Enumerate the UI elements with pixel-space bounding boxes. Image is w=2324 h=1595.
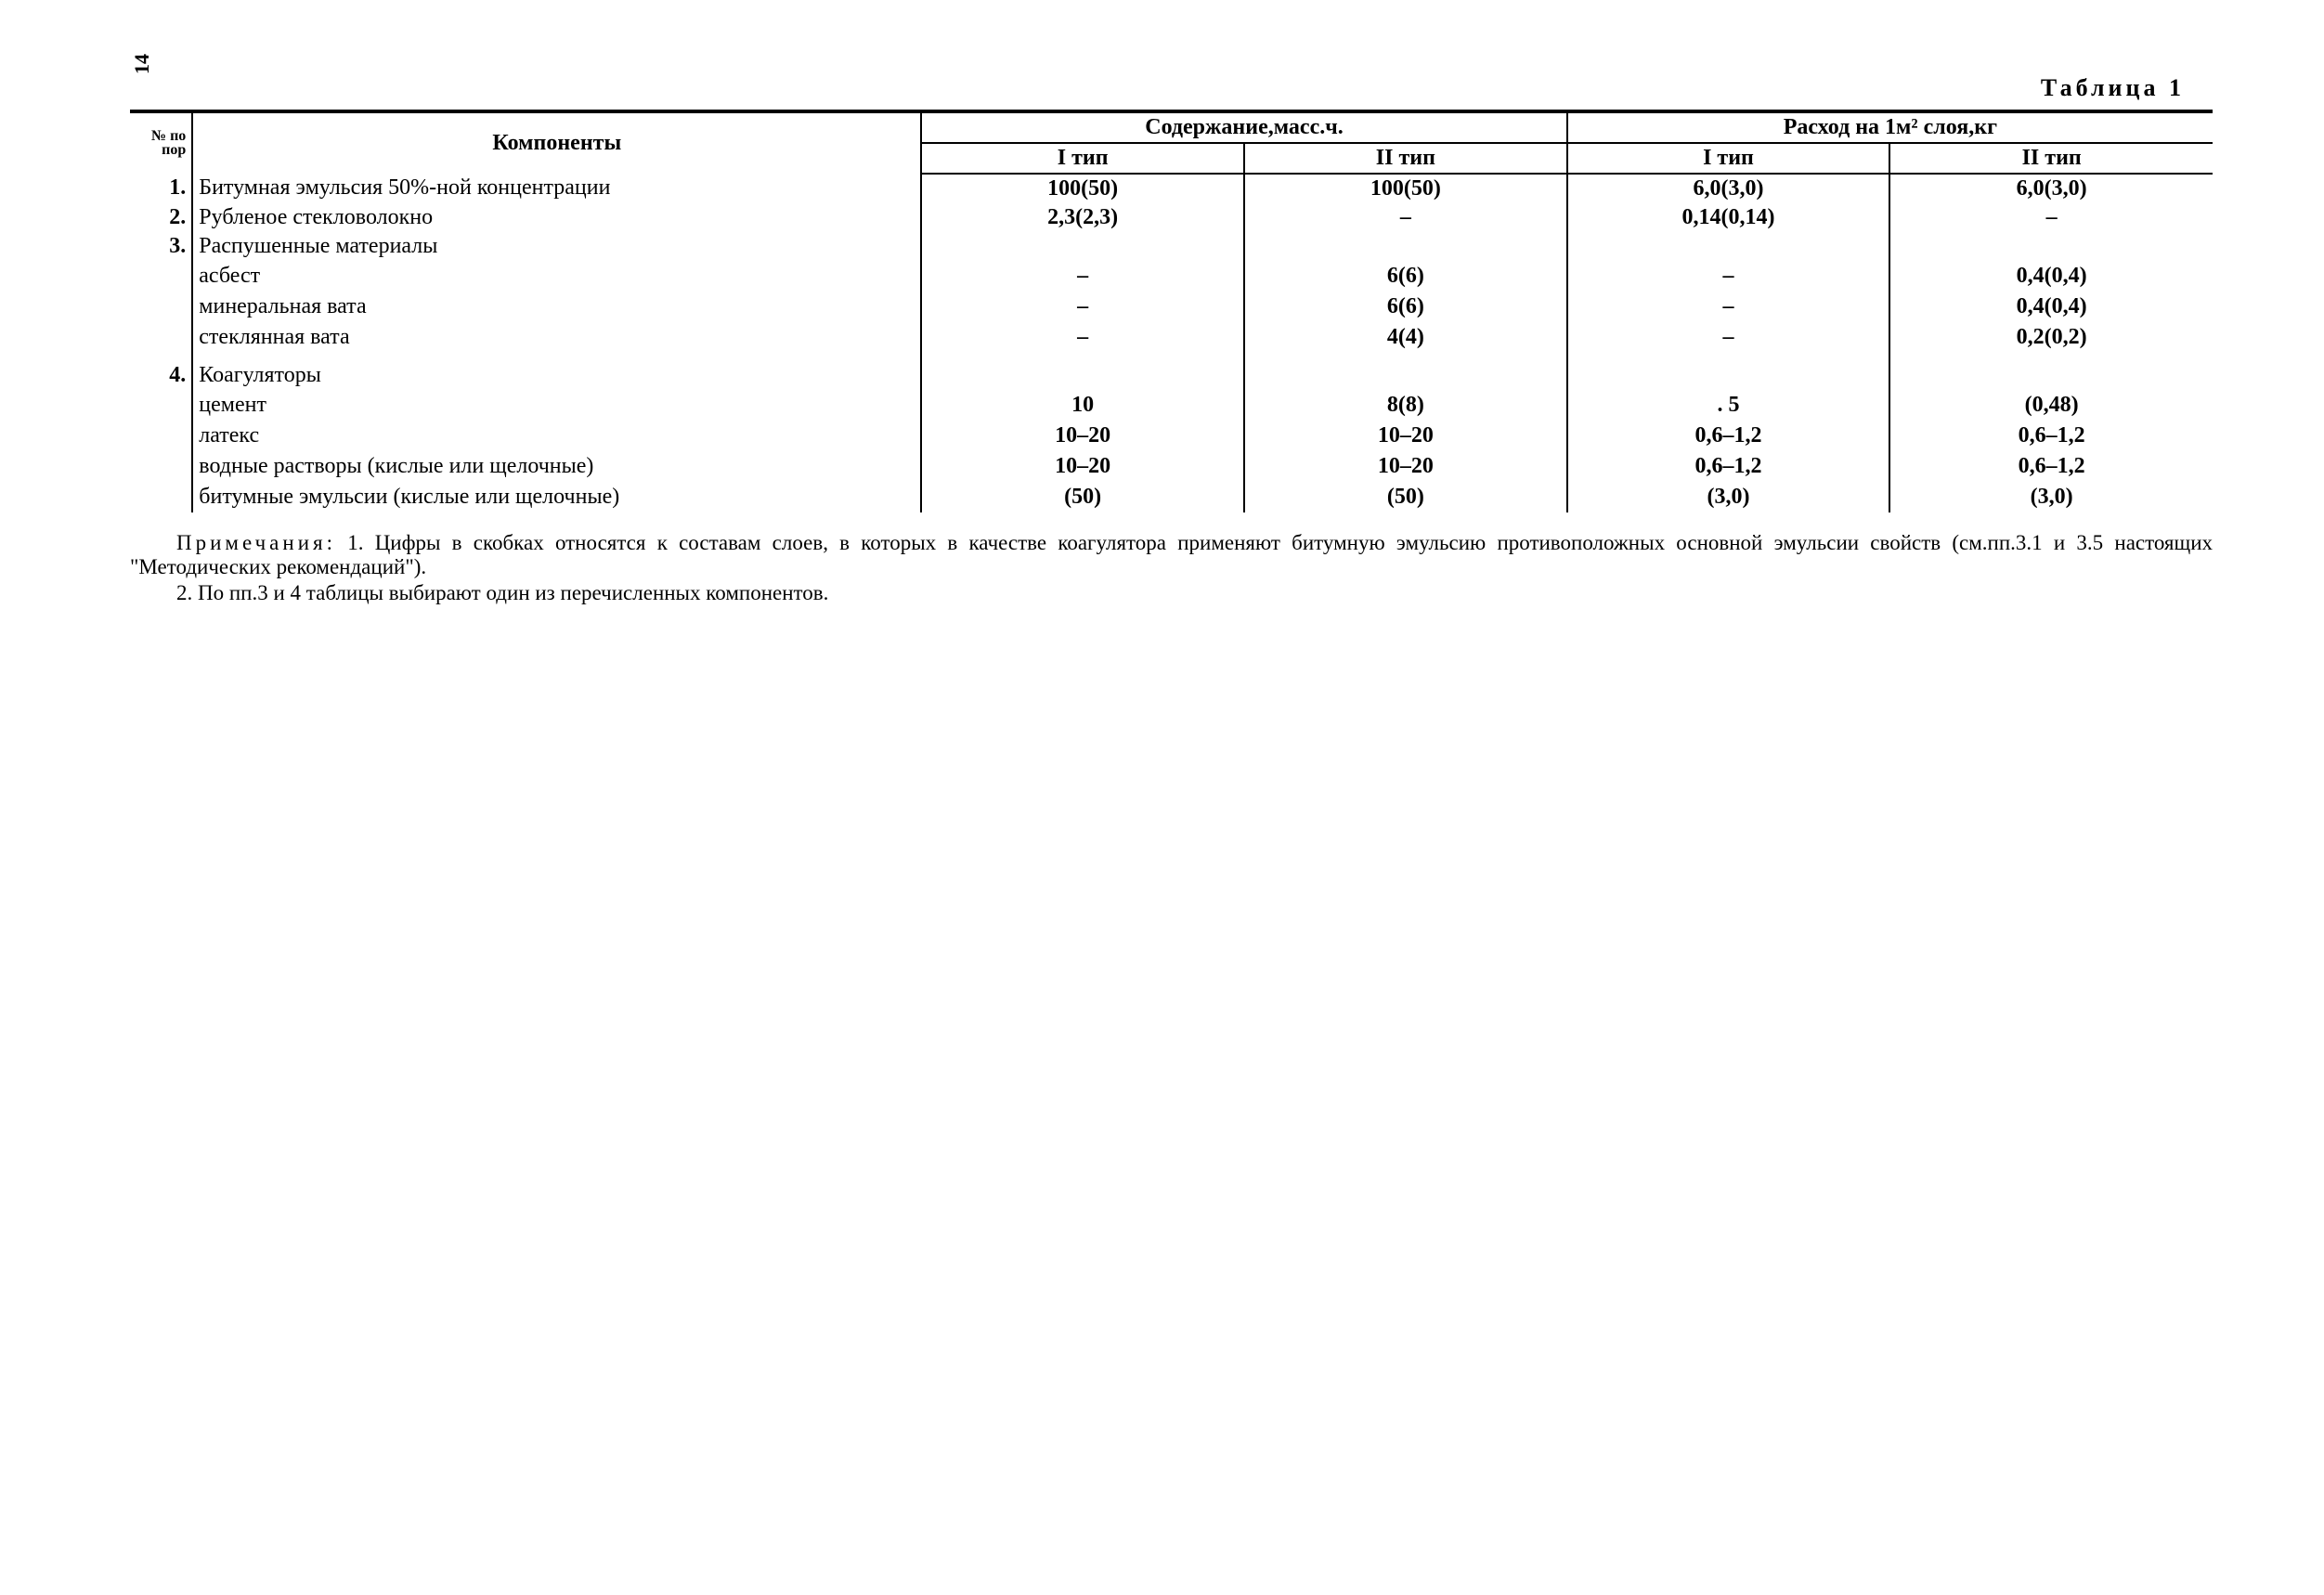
table-row: минеральная вата – 6(6) – 0,4(0,4): [130, 292, 2213, 322]
cell: 4(4): [1244, 322, 1567, 353]
cell: . 5: [1567, 390, 1890, 421]
row-num: 3.: [130, 232, 192, 261]
table-row: латекс 10–20 10–20 0,6–1,2 0,6–1,2: [130, 421, 2213, 451]
cell: 10: [921, 390, 1244, 421]
cell: 6(6): [1244, 292, 1567, 322]
cell: –: [921, 292, 1244, 322]
notes-block: Примечания: 1. Цифры в скобках относятся…: [130, 531, 2213, 606]
cell: 10–20: [1244, 421, 1567, 451]
cell: –: [921, 322, 1244, 353]
table-row: стеклянная вата – 4(4) – 0,2(0,2): [130, 322, 2213, 353]
cell: 0,14(0,14): [1567, 203, 1890, 232]
cell: 6(6): [1244, 261, 1567, 292]
cell: –: [1567, 292, 1890, 322]
cell: 10–20: [1244, 451, 1567, 482]
row-num: 1.: [130, 174, 192, 203]
cell: –: [1567, 261, 1890, 292]
col-content-group: Содержание,масс.ч.: [921, 111, 1566, 143]
col-cons-t2: II тип: [1889, 143, 2213, 174]
component-label: асбест: [192, 261, 921, 292]
cell: (3,0): [1567, 482, 1890, 512]
col-num: № по пор: [130, 111, 192, 174]
table-row: 2. Рубленое стекловолокно 2,3(2,3) – 0,1…: [130, 203, 2213, 232]
row-num: 2.: [130, 203, 192, 232]
component-label: водные растворы (кислые или щелочные): [192, 451, 921, 482]
table-row: 1. Битумная эмульсия 50%-ной концентраци…: [130, 174, 2213, 203]
cell: 10–20: [921, 421, 1244, 451]
col-content-t2: II тип: [1244, 143, 1567, 174]
cell: 100(50): [921, 174, 1244, 203]
table-row: битумные эмульсии (кислые или щелочные) …: [130, 482, 2213, 512]
table-row: 4. Коагуляторы: [130, 352, 2213, 390]
page-number: 14: [130, 54, 154, 74]
cell: (50): [1244, 482, 1567, 512]
component-label: Коагуляторы: [192, 352, 921, 390]
cell: 10–20: [921, 451, 1244, 482]
component-label: Битумная эмульсия 50%-ной концентрации: [192, 174, 921, 203]
col-components: Компоненты: [192, 111, 921, 174]
cell: –: [1244, 203, 1567, 232]
cell: (0,48): [1889, 390, 2213, 421]
cell: 6,0(3,0): [1567, 174, 1890, 203]
col-consumption-group: Расход на 1м² слоя,кг: [1567, 111, 2213, 143]
cell: 8(8): [1244, 390, 1567, 421]
component-label: битумные эмульсии (кислые или щелочные): [192, 482, 921, 512]
components-table: № по пор Компоненты Содержание,масс.ч. Р…: [130, 110, 2213, 512]
notes-lead: Примечания:: [176, 531, 336, 554]
row-num: 4.: [130, 352, 192, 390]
cell: 100(50): [1244, 174, 1567, 203]
cell: (3,0): [1889, 482, 2213, 512]
table-row: цемент 10 8(8) . 5 (0,48): [130, 390, 2213, 421]
cell: 0,6–1,2: [1889, 451, 2213, 482]
cell: 0,4(0,4): [1889, 292, 2213, 322]
cell: 0,6–1,2: [1567, 451, 1890, 482]
col-content-t1: I тип: [921, 143, 1244, 174]
cell: 0,2(0,2): [1889, 322, 2213, 353]
table-row: водные растворы (кислые или щелочные) 10…: [130, 451, 2213, 482]
col-cons-t1: I тип: [1567, 143, 1890, 174]
cell: (50): [921, 482, 1244, 512]
component-label: цемент: [192, 390, 921, 421]
table-title: Таблица 1: [130, 74, 2213, 102]
cell: –: [1889, 203, 2213, 232]
component-label: латекс: [192, 421, 921, 451]
cell: 0,4(0,4): [1889, 261, 2213, 292]
cell: 6,0(3,0): [1889, 174, 2213, 203]
cell: –: [1567, 322, 1890, 353]
component-label: стеклянная вата: [192, 322, 921, 353]
table-row: 3. Распушенные материалы: [130, 232, 2213, 261]
cell: –: [921, 261, 1244, 292]
component-label: Распушенные материалы: [192, 232, 921, 261]
table-row: асбест – 6(6) – 0,4(0,4): [130, 261, 2213, 292]
component-label: Рубленое стекловолокно: [192, 203, 921, 232]
component-label: минеральная вата: [192, 292, 921, 322]
cell: 0,6–1,2: [1889, 421, 2213, 451]
cell: 0,6–1,2: [1567, 421, 1890, 451]
note-2: 2. По пп.3 и 4 таблицы выбирают один из …: [130, 581, 2213, 605]
note-1: 1. Цифры в скобках относятся к составам …: [130, 531, 2213, 578]
cell: 2,3(2,3): [921, 203, 1244, 232]
